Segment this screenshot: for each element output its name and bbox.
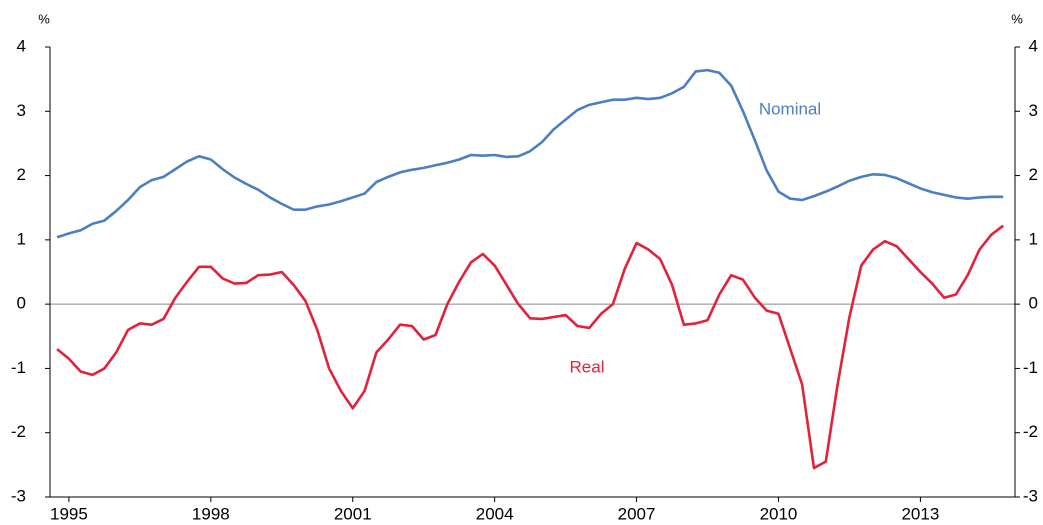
y-tick-label: 2 xyxy=(17,165,26,184)
y-tick-label: -3 xyxy=(11,486,26,505)
x-tick-label: 2007 xyxy=(618,504,656,523)
y-tick-label: 1 xyxy=(17,229,26,248)
y-tick-label: 4 xyxy=(17,36,26,55)
x-tick-label: 1998 xyxy=(192,504,230,523)
y2-tick-label: -3 xyxy=(1023,486,1038,505)
y-tick-label: -1 xyxy=(11,358,26,377)
y2-tick-label: 1 xyxy=(1029,229,1038,248)
series-line xyxy=(56,68,1004,239)
series-line xyxy=(56,224,1004,470)
y-tick-label: -2 xyxy=(11,422,26,441)
y-tick-label: 3 xyxy=(17,101,26,120)
x-tick-label: 2010 xyxy=(760,504,798,523)
series-label: Nominal xyxy=(759,99,821,118)
x-tick-label: 2013 xyxy=(901,504,939,523)
y-tick-label: 0 xyxy=(17,294,26,313)
y2-tick-label: -2 xyxy=(1023,422,1038,441)
y-unit: % xyxy=(38,11,50,26)
y2-unit: % xyxy=(1011,11,1023,26)
x-tick-label: 2004 xyxy=(476,504,514,523)
y2-tick-label: 4 xyxy=(1029,36,1038,55)
series-label: Real xyxy=(570,357,605,376)
y2-tick-label: 3 xyxy=(1029,101,1038,120)
x-tick-label: 1995 xyxy=(50,504,88,523)
y2-tick-label: 2 xyxy=(1029,165,1038,184)
y2-tick-label: -1 xyxy=(1023,358,1038,377)
y2-tick-label: 0 xyxy=(1029,294,1038,313)
x-tick-label: 2001 xyxy=(334,504,372,523)
